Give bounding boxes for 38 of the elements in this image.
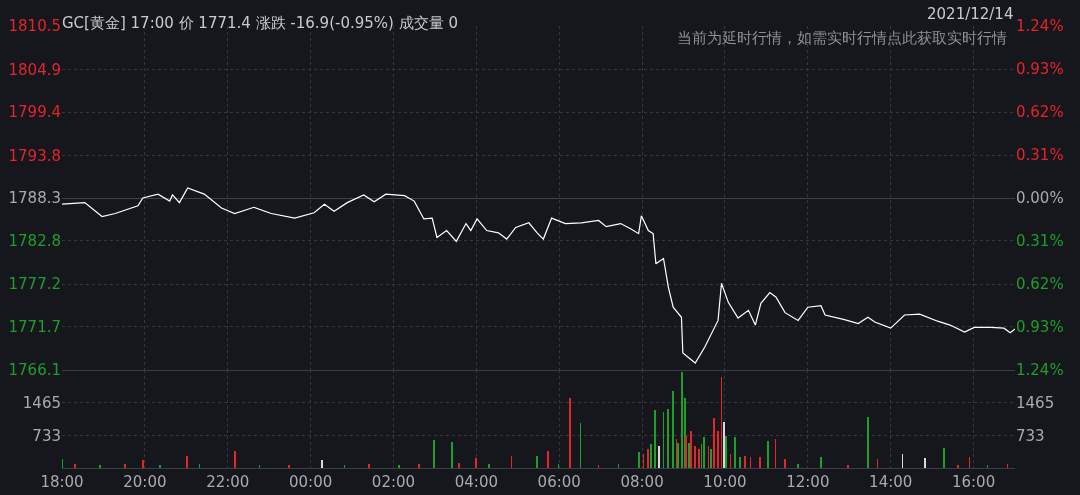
x-tick-label: 04:00: [454, 473, 498, 491]
y-tick-label: 1777.2: [8, 275, 61, 294]
y2-tick-label: 0.62%: [1016, 275, 1064, 294]
line-series: [62, 187, 1015, 364]
y-tick-label: 1804.9: [8, 60, 61, 79]
y-tick-label: 1766.1: [8, 361, 61, 380]
y2-tick-label: 0.00%: [1016, 189, 1064, 208]
y2-tick-label: 733: [1016, 426, 1045, 445]
y-tick-label: 1799.4: [8, 103, 61, 122]
y-tick-label: 1771.7: [8, 317, 61, 336]
x-tick-label: 18:00: [40, 473, 84, 491]
y-tick-label: 1782.8: [8, 231, 61, 250]
x-tick-label: 14:00: [869, 473, 913, 491]
y-tick-label: 733: [32, 426, 61, 445]
y-tick-label: 1810.5: [8, 17, 61, 36]
x-tick-label: 00:00: [288, 473, 333, 491]
x-tick-label: 16:00: [951, 473, 996, 491]
x-tick-label: 22:00: [206, 473, 250, 491]
y-tick-label: 1793.8: [8, 146, 61, 165]
y2-tick-label: 0.31%: [1016, 146, 1064, 165]
y2-tick-label: 0.93%: [1016, 318, 1064, 337]
x-tick-label: 08:00: [620, 473, 664, 491]
y2-tick-label: 0.31%: [1016, 232, 1064, 251]
y2-tick-label: 1465: [1016, 393, 1055, 412]
annotation: 当前为延时行情，如需实时行情点此获取实时行情: [677, 29, 1007, 47]
y2-tick-label: 1.24%: [1016, 361, 1064, 380]
y-tick-label: 1465: [22, 393, 61, 412]
x-tick-label: 20:00: [123, 473, 167, 491]
x-tick-label: 02:00: [371, 473, 416, 491]
chart-subtitle: 2021/12/14: [927, 5, 1014, 23]
y-tick-label: 1788.3: [8, 189, 61, 208]
y2-tick-label: 1.24%: [1016, 17, 1064, 36]
x-tick-label: 10:00: [703, 473, 747, 491]
y2-tick-label: 0.62%: [1016, 103, 1064, 122]
y2-tick-label: 0.93%: [1016, 60, 1064, 79]
x-tick-label: 06:00: [537, 473, 581, 491]
x-tick-label: 12:00: [786, 473, 830, 491]
chart-title: GC[黄金] 17:00 价 1771.4 涨跌 -16.9(-0.95%) 成交量 0: [62, 13, 459, 32]
